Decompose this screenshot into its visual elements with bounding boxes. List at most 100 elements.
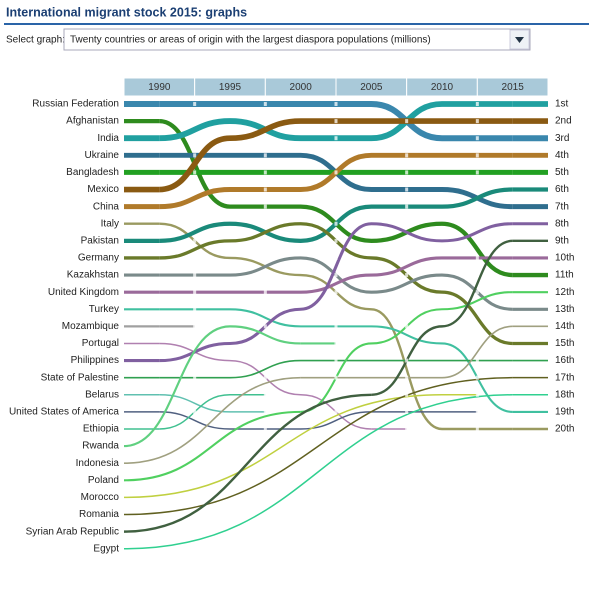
- column-separator-dot: [405, 221, 409, 226]
- column-separator-dot: [334, 307, 338, 312]
- column-separator-dot: [475, 153, 479, 158]
- column-separator-dot: [475, 136, 479, 141]
- series-label: Morocco: [81, 492, 120, 503]
- column-separator-dot: [475, 427, 479, 431]
- series-line: [159, 308, 513, 413]
- column-separator-dot: [334, 409, 338, 414]
- page-title: International migrant stock 2015: graphs: [6, 5, 247, 19]
- column-separator-dot: [334, 255, 338, 260]
- series-label: United States of America: [9, 407, 119, 418]
- line-entry: [123, 325, 231, 448]
- column-separator-dot: [334, 324, 338, 329]
- series-label: India: [97, 133, 119, 144]
- rank-label: 9th: [555, 235, 569, 246]
- column-separator-dot: [193, 409, 197, 414]
- line-entry: [123, 376, 513, 516]
- series-line: [300, 325, 513, 379]
- series-line: [159, 359, 513, 379]
- column-separator-dot: [405, 153, 409, 158]
- year-header-cell: [476, 77, 549, 97]
- column-separator-dot: [475, 204, 479, 209]
- column-separator-dot: [193, 273, 197, 278]
- column-separator-dot: [405, 409, 409, 414]
- column-separator-dot: [263, 409, 267, 414]
- column-separator-dot: [263, 136, 267, 141]
- column-separator-dot: [334, 290, 338, 295]
- column-separator-dot: [334, 153, 338, 158]
- column-separator-dot: [334, 119, 338, 124]
- year-header-label: 2005: [360, 82, 383, 93]
- column-separator-dot: [405, 290, 409, 295]
- column-separator-dot: [334, 273, 338, 278]
- column-separator-dot: [193, 153, 197, 158]
- column-separator-dot: [475, 170, 479, 175]
- series-line: [229, 325, 301, 345]
- rank-label: 6th: [555, 184, 569, 195]
- column-separator-dot: [263, 273, 267, 278]
- rank-label: 13th: [555, 304, 574, 315]
- year-header-label: 1995: [219, 82, 242, 93]
- series-line: [159, 222, 513, 363]
- column-separator-dot: [263, 290, 267, 295]
- column-separator-dot: [334, 375, 338, 380]
- series-label: Kazakhstan: [67, 270, 119, 281]
- column-separator-dot: [405, 307, 409, 312]
- series-label: Russian Federation: [32, 99, 119, 110]
- series-label: Romania: [79, 509, 119, 520]
- column-separator-dot: [475, 392, 479, 397]
- column-separator-dot: [263, 187, 267, 192]
- rank-label: 2nd: [555, 116, 572, 127]
- column-separator-dot: [405, 255, 409, 260]
- select-value[interactable]: Twenty countries or areas of origin with…: [70, 35, 431, 46]
- column-separator-dot: [334, 204, 338, 209]
- column-separator-dot: [334, 341, 338, 346]
- column-separator-dot: [475, 307, 479, 312]
- series-label: Turkey: [89, 304, 119, 315]
- select-frame[interactable]: [63, 28, 531, 51]
- column-separator-dot: [475, 290, 479, 295]
- column-separator-dot: [263, 238, 267, 243]
- line-entry: [123, 394, 443, 499]
- line-entry: [123, 376, 301, 465]
- column-separator-dot: [193, 136, 197, 141]
- column-separator-dot: [263, 255, 267, 260]
- rank-label: 20th: [555, 424, 574, 435]
- rank-label: 18th: [555, 389, 574, 400]
- rank-label: 7th: [555, 201, 569, 212]
- column-separator-dot: [405, 375, 409, 380]
- column-separator-dot: [263, 119, 267, 124]
- column-separator-dot: [334, 392, 338, 397]
- column-separator-dot: [475, 187, 479, 192]
- rank-label: 3rd: [555, 133, 569, 144]
- column-separator-dot: [263, 221, 267, 226]
- line-entry: [123, 394, 513, 550]
- column-separator-dot: [263, 324, 267, 329]
- series-line: [159, 100, 513, 142]
- series-line: [159, 222, 513, 431]
- column-separator-dot: [405, 273, 409, 278]
- column-separator-dot: [193, 358, 197, 363]
- series-line: [159, 118, 513, 193]
- column-separator-dot: [263, 427, 267, 431]
- column-separator-dot: [475, 119, 479, 124]
- column-separator-dot: [475, 409, 479, 414]
- column-separator-dot: [193, 221, 197, 226]
- column-separator-dot: [193, 375, 197, 380]
- rank-label: 12th: [555, 287, 574, 298]
- column-separator-dot: [193, 341, 197, 346]
- column-separator-dot: [193, 324, 197, 329]
- series-label: United Kingdom: [48, 287, 119, 298]
- select-box[interactable]: Twenty countries or areas of origin with…: [63, 28, 531, 51]
- column-separator-dot: [263, 307, 267, 312]
- column-separator-dot: [334, 102, 338, 106]
- column-separator-dot: [263, 392, 267, 397]
- column-separator-dot: [263, 204, 267, 209]
- column-separator-dot: [263, 341, 267, 346]
- series-label: Philippines: [71, 355, 119, 366]
- column-separator-dot: [334, 221, 338, 226]
- column-separator-dot: [405, 102, 409, 106]
- series-line: [159, 394, 231, 413]
- rank-label: 19th: [555, 407, 574, 418]
- series-label: Germany: [78, 253, 119, 264]
